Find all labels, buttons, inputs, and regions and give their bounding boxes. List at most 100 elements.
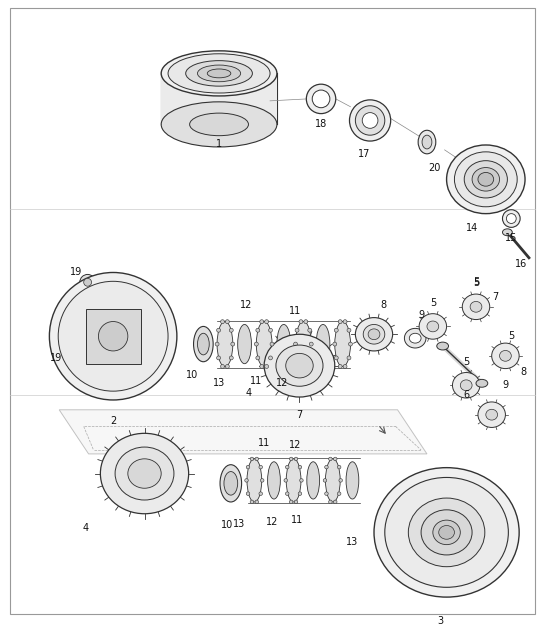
Circle shape xyxy=(474,153,479,158)
Circle shape xyxy=(333,342,337,346)
Circle shape xyxy=(464,196,469,201)
Ellipse shape xyxy=(492,343,519,369)
Circle shape xyxy=(323,479,327,482)
Ellipse shape xyxy=(186,61,252,86)
Ellipse shape xyxy=(264,334,335,397)
Circle shape xyxy=(338,364,342,369)
Ellipse shape xyxy=(437,342,449,350)
Circle shape xyxy=(174,77,179,82)
Circle shape xyxy=(347,328,351,332)
Circle shape xyxy=(250,500,253,504)
Text: 13: 13 xyxy=(346,537,359,547)
Circle shape xyxy=(407,494,414,501)
Circle shape xyxy=(260,364,264,369)
Circle shape xyxy=(231,342,235,346)
Text: 14: 14 xyxy=(466,224,478,234)
Ellipse shape xyxy=(506,214,516,224)
Circle shape xyxy=(300,479,303,482)
Text: 12: 12 xyxy=(240,300,253,310)
Circle shape xyxy=(60,336,76,352)
Ellipse shape xyxy=(500,350,511,361)
Ellipse shape xyxy=(276,345,323,386)
Circle shape xyxy=(503,158,508,163)
Ellipse shape xyxy=(478,173,494,186)
Circle shape xyxy=(329,500,332,504)
Circle shape xyxy=(298,492,302,495)
Ellipse shape xyxy=(355,106,385,135)
Circle shape xyxy=(309,342,313,346)
Circle shape xyxy=(493,201,498,206)
Text: 4: 4 xyxy=(245,388,252,398)
Circle shape xyxy=(347,356,351,360)
Circle shape xyxy=(348,342,353,346)
Ellipse shape xyxy=(217,322,233,367)
Text: 9: 9 xyxy=(502,381,508,390)
Circle shape xyxy=(250,457,253,461)
Text: 13: 13 xyxy=(233,519,245,529)
Circle shape xyxy=(255,342,258,346)
Circle shape xyxy=(304,320,308,323)
Ellipse shape xyxy=(325,459,340,502)
Ellipse shape xyxy=(355,318,392,351)
Text: 8: 8 xyxy=(520,367,526,377)
Circle shape xyxy=(334,356,338,360)
Circle shape xyxy=(337,492,341,495)
FancyBboxPatch shape xyxy=(10,8,535,614)
Ellipse shape xyxy=(316,325,330,364)
Text: 13: 13 xyxy=(213,378,225,388)
Ellipse shape xyxy=(404,328,426,348)
Circle shape xyxy=(294,342,298,346)
Text: 5: 5 xyxy=(463,357,469,367)
Ellipse shape xyxy=(408,498,485,566)
Circle shape xyxy=(334,500,337,504)
Circle shape xyxy=(343,364,347,369)
Text: 4: 4 xyxy=(83,524,89,533)
Circle shape xyxy=(294,457,298,461)
Circle shape xyxy=(455,172,459,176)
Text: 5: 5 xyxy=(508,331,514,341)
FancyBboxPatch shape xyxy=(86,309,141,364)
Circle shape xyxy=(84,377,92,384)
Ellipse shape xyxy=(464,161,507,198)
Ellipse shape xyxy=(427,321,439,332)
Circle shape xyxy=(295,356,299,360)
Circle shape xyxy=(255,457,258,461)
Ellipse shape xyxy=(421,510,472,555)
Ellipse shape xyxy=(419,313,446,339)
Ellipse shape xyxy=(307,462,319,499)
Ellipse shape xyxy=(50,273,177,400)
Ellipse shape xyxy=(312,90,330,108)
Ellipse shape xyxy=(486,409,498,420)
Text: 11: 11 xyxy=(289,306,302,316)
Ellipse shape xyxy=(368,329,380,340)
Circle shape xyxy=(80,274,95,290)
Ellipse shape xyxy=(455,152,517,207)
Ellipse shape xyxy=(472,168,500,191)
Circle shape xyxy=(512,182,517,187)
Ellipse shape xyxy=(452,372,480,398)
Circle shape xyxy=(104,282,111,289)
Text: 6: 6 xyxy=(463,390,469,400)
Text: 11: 11 xyxy=(292,514,304,524)
Circle shape xyxy=(298,465,302,469)
Ellipse shape xyxy=(286,459,301,502)
Text: 20: 20 xyxy=(428,163,441,173)
Ellipse shape xyxy=(99,322,128,351)
Circle shape xyxy=(63,354,70,361)
Ellipse shape xyxy=(502,229,512,236)
Circle shape xyxy=(299,320,303,323)
Text: 12: 12 xyxy=(289,440,302,450)
Circle shape xyxy=(325,492,328,495)
Circle shape xyxy=(261,479,264,482)
Ellipse shape xyxy=(502,210,520,227)
Ellipse shape xyxy=(374,468,519,597)
Ellipse shape xyxy=(161,102,277,147)
Circle shape xyxy=(187,84,192,89)
Text: 5: 5 xyxy=(473,278,479,288)
Circle shape xyxy=(226,320,229,323)
Text: 12: 12 xyxy=(276,378,288,388)
Circle shape xyxy=(221,364,225,369)
Circle shape xyxy=(492,509,498,516)
Circle shape xyxy=(329,457,332,461)
Ellipse shape xyxy=(168,54,270,93)
